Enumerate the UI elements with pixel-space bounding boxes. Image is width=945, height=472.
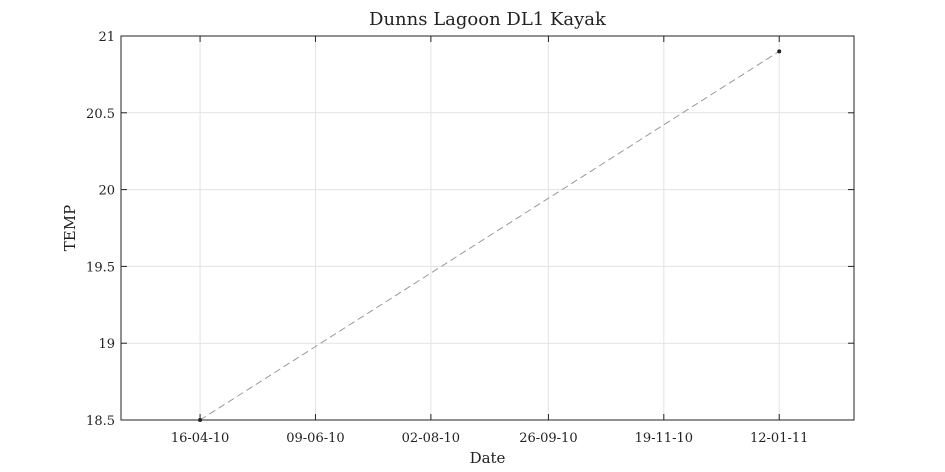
y-tick-label: 20.5 <box>86 107 115 122</box>
x-axis-label: Date <box>470 449 506 467</box>
x-tick-label: 19-11-10 <box>635 431 693 446</box>
series-layer <box>198 49 782 422</box>
series-line <box>199 50 780 421</box>
x-tick-label: 12-01-11 <box>750 431 808 446</box>
plot-frame <box>120 35 855 421</box>
chart-title: Dunns Lagoon DL1 Kayak <box>369 9 607 30</box>
y-tick-label: 19 <box>98 337 115 352</box>
x-tick-label: 09-06-10 <box>286 431 344 446</box>
ticks: 16-04-10 09-06-10 02-08-10 26-09-10 19-11-10… <box>86 30 854 446</box>
y-tick-label: 20 <box>98 184 115 199</box>
grid <box>121 35 854 421</box>
data-point <box>777 49 782 54</box>
x-tick-label: 16-04-10 <box>171 431 229 446</box>
x-tick-label: 26-09-10 <box>519 431 577 446</box>
y-tick-label: 19.5 <box>86 260 115 275</box>
x-tick-label: 02-08-10 <box>402 431 460 446</box>
y-tick-label: 18.5 <box>86 414 115 429</box>
y-axis-label: TEMP <box>61 205 79 251</box>
y-tick-label: 21 <box>98 30 115 45</box>
